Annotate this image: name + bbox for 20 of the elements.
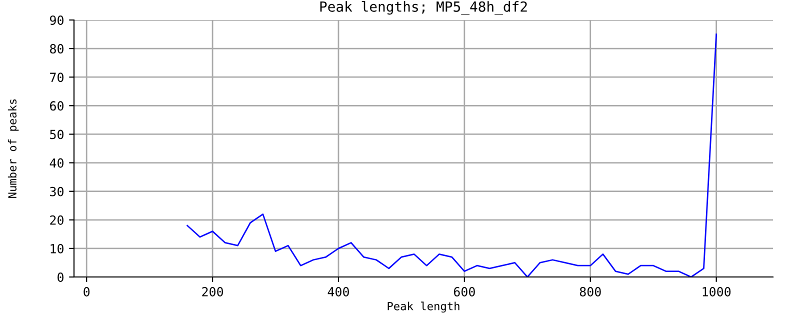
y-tick-label: 30 [50,186,64,196]
x-tick-label: 600 [454,287,475,296]
x-tick-label: 1000 [702,287,731,296]
x-tick-label: 400 [328,287,349,296]
x-axis-title: Peak length [388,302,460,313]
y-axis-title: Number of peaks [8,99,19,198]
y-tick-label: 50 [50,130,64,140]
y-tick-label: 80 [50,44,64,54]
y-tick-label: 10 [50,244,64,254]
y-tick-label: 70 [50,72,64,82]
x-tick-label: 200 [202,287,224,296]
y-tick-label: 90 [50,16,64,25]
chart-title: Peak lengths; MP5_48h_df2 [320,1,527,15]
y-tick-label: 40 [50,158,64,168]
y-tick-label: 20 [50,215,64,225]
x-tick-label: 0 [84,287,90,296]
line-series [186,34,718,277]
x-tick-label: 800 [580,287,601,296]
y-tick-label: 0 [58,272,64,282]
y-tick-label: 60 [50,101,64,111]
